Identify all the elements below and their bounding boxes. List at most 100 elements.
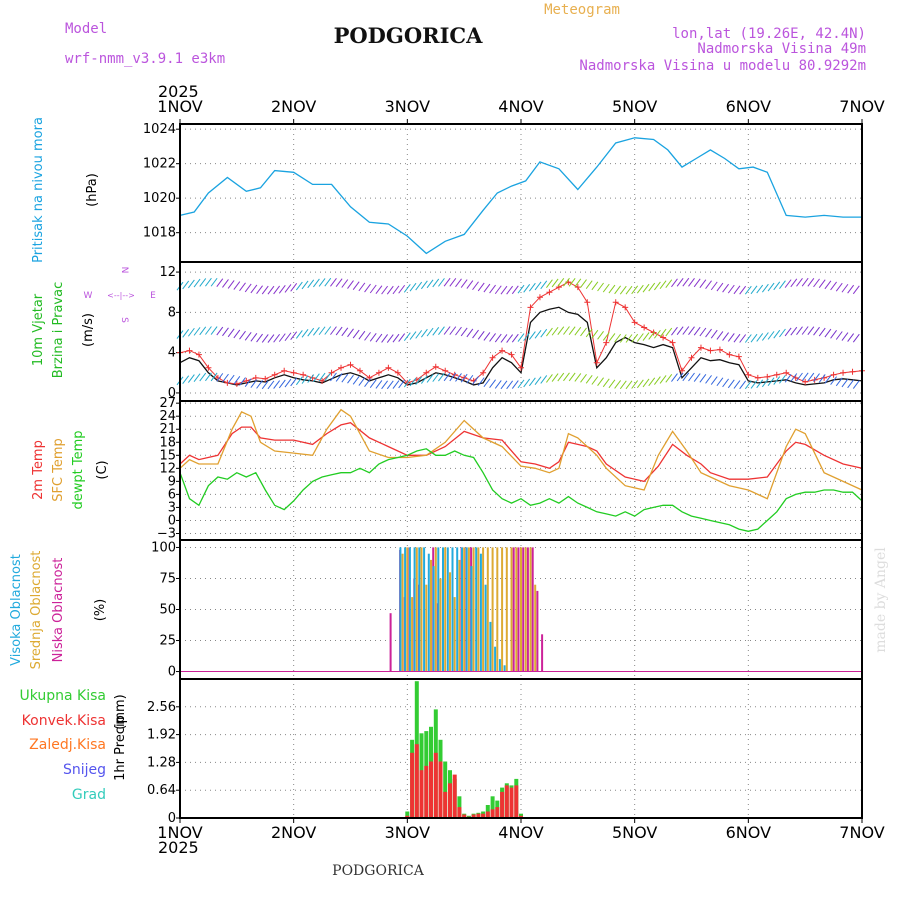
wind-barb <box>563 277 570 287</box>
wind-barb <box>523 378 531 388</box>
wind-barb <box>830 376 837 385</box>
wind-barb <box>710 329 718 339</box>
wind-barb <box>449 372 457 382</box>
cloud-ylabel-high: Visoka Oblacnost <box>9 554 24 666</box>
wind-barb <box>477 282 485 292</box>
wind-barb <box>591 281 599 291</box>
wind-barb <box>330 326 337 335</box>
wind-barb <box>301 328 309 338</box>
wind-compass: N S E W <--|--> <box>84 267 157 324</box>
wind-barb <box>403 332 411 341</box>
wind-barb <box>472 281 479 291</box>
wind-barb <box>187 374 195 383</box>
wind-barb <box>358 377 366 386</box>
cloud-bar-visoka-oblacnost <box>494 646 497 672</box>
wind-unit: (m/s) <box>81 313 96 347</box>
wind-barb <box>511 333 519 343</box>
wind-barb <box>682 372 690 382</box>
wind-gust-marker <box>631 319 638 326</box>
x-day-label-top: 5NOV <box>612 97 657 116</box>
wind-series-10m-wind-speed <box>179 306 863 386</box>
pressure-ylabel: Pritisak na nivou mora <box>31 117 46 263</box>
wind-barb <box>216 278 224 287</box>
wind-barb <box>199 326 207 336</box>
cloud-bar-srednja-oblacnost <box>529 547 532 672</box>
precip-bar-konvek-kisa <box>410 752 415 818</box>
precip-ytick-label: 1.92 <box>147 728 176 743</box>
wind-barb <box>182 375 190 384</box>
wind-barb <box>432 326 440 336</box>
wind-barb <box>290 377 298 387</box>
wind-barb <box>477 330 485 340</box>
wind-barb <box>688 278 695 287</box>
wind-barb <box>273 285 281 295</box>
wind-barb <box>557 278 565 287</box>
wind-barb <box>602 378 610 388</box>
wind-barb <box>852 285 860 295</box>
precip-unit: (mm) <box>113 694 128 729</box>
x-day-label-bottom: 4NOV <box>498 823 543 842</box>
wind-barb <box>358 282 366 292</box>
wind-barb <box>835 377 843 387</box>
wind-barb <box>420 375 428 384</box>
cloud-bar-srednja-oblacnost <box>482 547 485 672</box>
cloud-bar-visoka-oblacnost <box>418 547 421 672</box>
cloud-bar-visoka-oblacnost <box>423 547 426 672</box>
precip-bar-konvek-kisa <box>405 815 410 818</box>
cloud-bar-niska-oblacnost <box>512 547 515 672</box>
wind-barb <box>648 331 656 340</box>
wind-barb <box>546 327 553 337</box>
wind-barb <box>449 326 457 335</box>
wind-barb <box>426 279 434 289</box>
cloud-ylabel-mid: Srednja Oblacnost <box>29 551 44 670</box>
wind-barb <box>597 377 604 386</box>
cloud-bar-srednja-oblacnost <box>524 547 527 672</box>
wind-barb <box>182 329 190 338</box>
wind-barb <box>614 380 622 389</box>
cloud-bar-niska-oblacnost <box>531 547 534 672</box>
wind-barb <box>455 326 462 336</box>
wind-barb <box>568 372 576 382</box>
wind-barb <box>688 326 695 335</box>
wind-barb <box>619 334 627 343</box>
wind-barb <box>801 326 809 335</box>
cloud-bar-visoka-oblacnost <box>451 547 454 672</box>
wind-barb <box>784 374 792 383</box>
wind-barb <box>671 278 678 288</box>
legend-frozen-precip: Zaledj.Kisa <box>29 737 106 753</box>
precip-bar-konvek-kisa <box>495 807 500 818</box>
wind-barb <box>608 333 616 342</box>
cloud-ylabel-low: Niska Oblacnost <box>51 558 66 663</box>
wind-gust-marker <box>319 377 326 384</box>
wind-gust-marker <box>375 369 382 376</box>
wind-barb <box>574 278 582 288</box>
wind-barb <box>477 377 485 386</box>
wind-barb <box>375 380 383 389</box>
precip-bar-konvek-kisa <box>419 770 424 818</box>
wind-gust-marker <box>233 380 240 387</box>
wind-barb <box>205 372 212 382</box>
wind-barb <box>540 280 548 290</box>
wind-barb <box>494 333 502 343</box>
wind-barb <box>483 332 491 341</box>
precip-bar-konvek-kisa <box>414 744 419 818</box>
wind-barb <box>796 326 803 335</box>
wind-barb <box>568 278 576 287</box>
cloud-bar-srednja-oblacnost <box>467 547 470 672</box>
wind-barb <box>313 278 320 288</box>
cloud-bar-srednja-oblacnost <box>477 547 480 672</box>
wind-gust-marker <box>783 369 790 376</box>
x-day-label-bottom: 5NOV <box>612 823 657 842</box>
wind-barb <box>693 373 701 382</box>
wind-barb <box>443 372 451 382</box>
wind-barb <box>779 280 786 289</box>
precip-ylabel: 1hr Precip <box>113 715 128 781</box>
cloud-bar-niska-oblacnost <box>517 547 520 672</box>
wind-barb <box>546 279 553 289</box>
wind-barb <box>699 327 707 337</box>
wind-barb <box>642 378 650 388</box>
wind-barb <box>824 280 832 290</box>
wind-ylabel-2: Brzina i Pravac <box>51 282 66 379</box>
wind-barb <box>676 326 684 335</box>
